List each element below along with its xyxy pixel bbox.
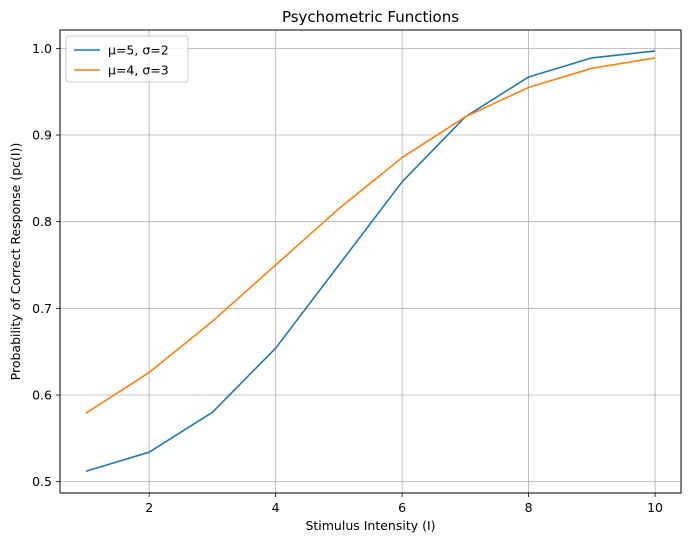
y-tick-label: 0.6 <box>32 387 52 402</box>
x-axis-title: Stimulus Intensity (I) <box>305 518 435 533</box>
y-tick-label: 0.9 <box>32 128 52 143</box>
legend: μ=5, σ=2 μ=4, σ=3 <box>65 35 189 83</box>
y-tick-label: 0.5 <box>32 474 52 489</box>
legend-label: μ=4, σ=3 <box>108 63 169 78</box>
y-axis-title: Probability of Correct Response (pc(I)) <box>8 143 23 381</box>
legend-label: μ=5, σ=2 <box>108 43 169 58</box>
x-tick-label: 6 <box>398 500 406 515</box>
y-tick-label: 0.7 <box>32 301 52 316</box>
series-line-1 <box>85 50 656 473</box>
axis-ticks: 2 4 6 8 10 0.5 0.6 0.7 0.8 0.9 1.0 <box>32 41 663 515</box>
y-tick-label: 0.8 <box>32 214 52 229</box>
x-tick-label: 4 <box>272 500 280 515</box>
x-tick-label: 10 <box>647 500 663 515</box>
series-line-2 <box>85 57 656 414</box>
x-tick-label: 8 <box>525 500 533 515</box>
chart-title: Psychometric Functions <box>282 8 459 26</box>
plot-frame <box>59 29 682 494</box>
x-tick-label: 2 <box>145 500 153 515</box>
series-lines <box>85 50 656 473</box>
grid <box>60 30 681 493</box>
y-tick-label: 1.0 <box>32 41 52 56</box>
